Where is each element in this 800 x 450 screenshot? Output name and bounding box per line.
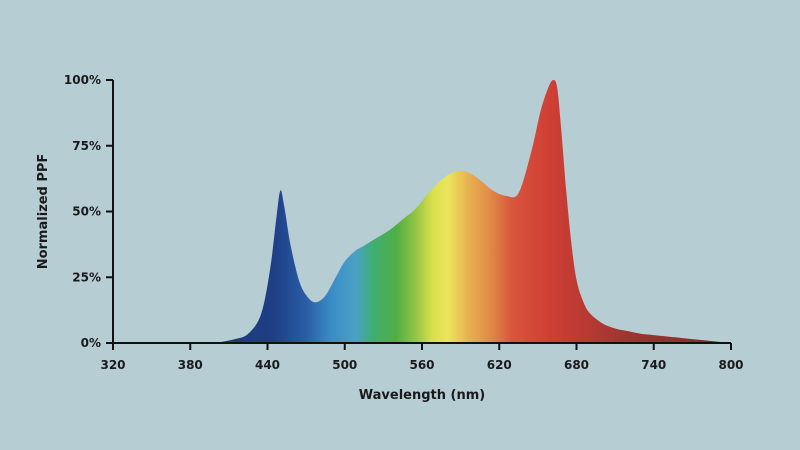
y-axis-ticks: 0% 25% 50% 75% 100% [64, 73, 113, 350]
x-tick-label: 680 [564, 358, 589, 372]
y-tick-label: 0% [81, 336, 101, 350]
y-tick-label: 100% [64, 73, 101, 87]
x-tick-label: 560 [409, 358, 434, 372]
x-axis-ticks: 320 380 440 500 560 620 680 740 800 [100, 343, 744, 372]
x-tick-label: 740 [641, 358, 666, 372]
x-tick-label: 620 [487, 358, 512, 372]
x-tick-label: 380 [178, 358, 203, 372]
x-tick-label: 500 [332, 358, 357, 372]
x-axis-title: Wavelength (nm) [359, 388, 485, 403]
y-tick-label: 50% [72, 205, 101, 219]
y-tick-label: 25% [72, 270, 101, 284]
y-tick-label: 75% [72, 139, 101, 153]
x-tick-label: 440 [255, 358, 280, 372]
spectrum-area [209, 80, 731, 343]
y-axis-title: Normalized PPF [36, 154, 51, 270]
x-tick-label: 800 [718, 358, 743, 372]
x-tick-label: 320 [100, 358, 125, 372]
